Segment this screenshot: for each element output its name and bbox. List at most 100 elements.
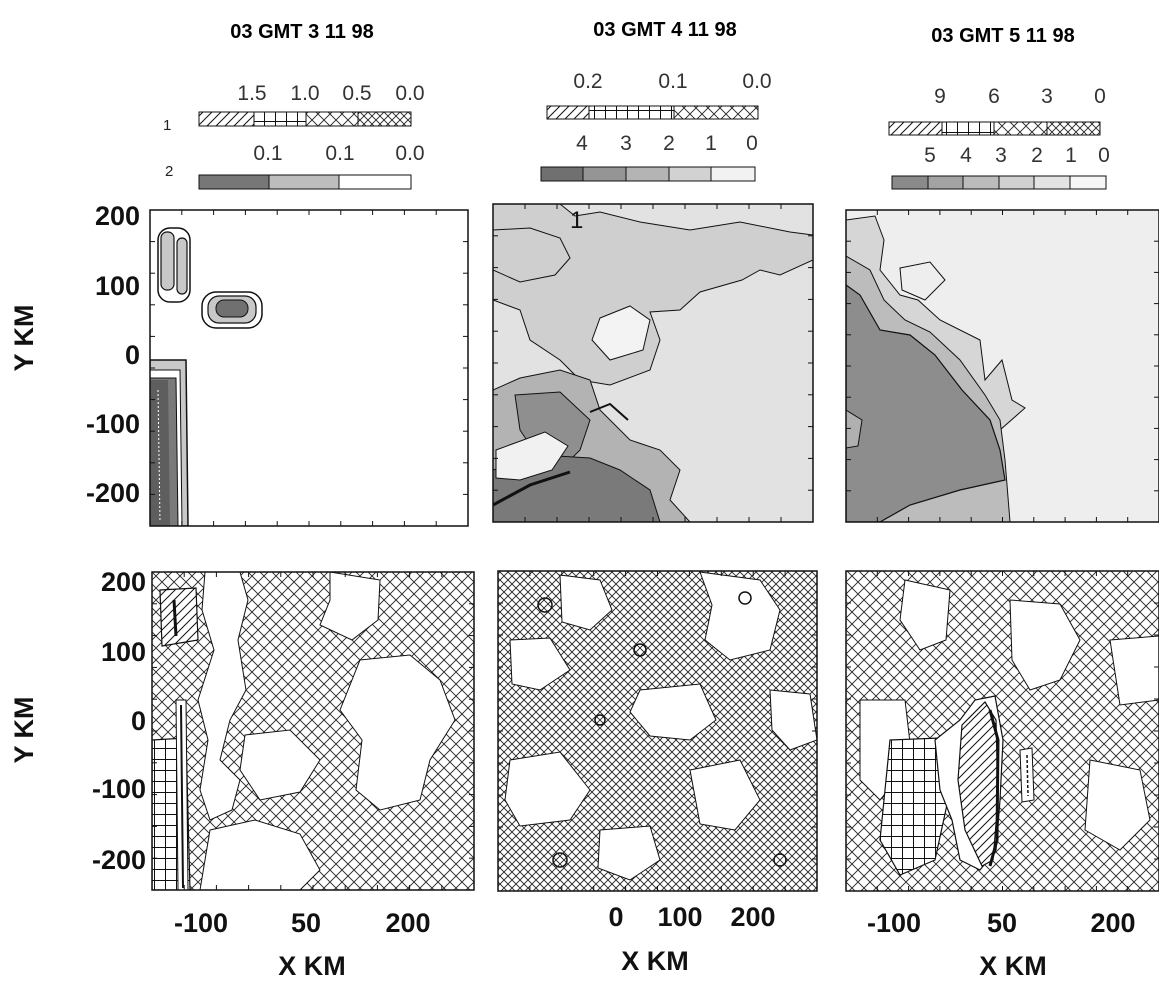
legend-value: 0.2 bbox=[573, 70, 602, 93]
legend-value: 5 bbox=[924, 144, 936, 167]
x-tick-label: 50 bbox=[291, 908, 321, 938]
legend-value: 3 bbox=[620, 132, 632, 155]
x-axis-2: 0 100 200 X KM bbox=[608, 902, 775, 976]
y-axis-bottom: 200 100 0 -100 -200 Y KM bbox=[9, 567, 146, 875]
legend-3-row2-values: 5 4 3 2 1 0 bbox=[924, 144, 1110, 167]
x-axis-label: X KM bbox=[621, 946, 689, 976]
panel-top-1 bbox=[149, 209, 469, 527]
legend-value: 2 bbox=[663, 132, 675, 155]
legend-3-row2-swatches bbox=[891, 175, 1107, 190]
y-axis-top: 200 100 0 -100 -200 Y KM bbox=[9, 201, 140, 508]
y-tick-label: 0 bbox=[125, 340, 140, 370]
y-tick-label: 100 bbox=[95, 271, 140, 301]
legend-value: 0.1 bbox=[253, 142, 282, 165]
x-tick-label: 200 bbox=[385, 908, 430, 938]
legend-1-row2-swatches bbox=[198, 174, 412, 190]
panel-bottom-1 bbox=[151, 571, 475, 891]
legend-value: 0.1 bbox=[658, 70, 687, 93]
legend-value: 0.0 bbox=[395, 142, 424, 165]
legend-3: 9 6 3 0 5 4 3 2 1 0 bbox=[888, 85, 1110, 190]
legend-value: 1.0 bbox=[290, 82, 319, 105]
legend-swatch bbox=[546, 105, 590, 120]
legend-value: 4 bbox=[576, 132, 588, 155]
legend-swatch bbox=[891, 175, 929, 190]
legend-swatch bbox=[338, 174, 412, 190]
legend-swatch bbox=[582, 166, 627, 182]
y-axis-label: Y KM bbox=[9, 696, 39, 763]
panel-bottom-2 bbox=[497, 570, 818, 892]
legend-swatch bbox=[993, 121, 1048, 136]
legend-swatch bbox=[941, 121, 995, 136]
legend-value: 0.0 bbox=[395, 82, 424, 105]
legend-1-row1-values: 1.5 1.0 0.5 0.0 bbox=[237, 82, 424, 105]
legend-row-label-2: 2 bbox=[165, 163, 173, 180]
legend-value: 0 bbox=[1098, 144, 1110, 167]
legend-value: 9 bbox=[934, 85, 946, 108]
y-tick-label: -200 bbox=[86, 478, 140, 508]
x-tick-label: -100 bbox=[867, 908, 921, 938]
legend-row-label-1: 1 bbox=[163, 117, 171, 134]
legend-2: 0.2 0.1 0.0 4 3 2 1 0 bbox=[540, 70, 772, 182]
legend-value: 1 bbox=[705, 132, 717, 155]
y-tick-label: -100 bbox=[86, 409, 140, 439]
legend-value: 1 bbox=[1065, 144, 1077, 167]
legend-2-row1-swatches bbox=[546, 105, 759, 120]
panel-bottom-3 bbox=[845, 570, 1159, 892]
legend-value: 1.5 bbox=[237, 82, 266, 105]
legend-swatch bbox=[198, 174, 270, 190]
x-tick-label: 0 bbox=[608, 902, 623, 932]
x-axis-label: X KM bbox=[979, 951, 1047, 981]
legend-swatch bbox=[673, 105, 759, 120]
legend-swatch bbox=[588, 105, 675, 120]
contour-annotation: 1 bbox=[570, 207, 583, 234]
legend-value: 2 bbox=[1031, 144, 1043, 167]
y-tick-label: 100 bbox=[101, 637, 146, 667]
legend-value: 3 bbox=[995, 144, 1007, 167]
x-tick-label: 200 bbox=[730, 902, 775, 932]
legend-swatch bbox=[305, 111, 359, 127]
y-tick-label: -200 bbox=[92, 845, 146, 875]
legend-1-row1-swatches bbox=[198, 111, 412, 127]
legend-value: 6 bbox=[988, 85, 1000, 108]
legend-1: 1.5 1.0 0.5 0.0 1 0.1 0.1 0.0 2 bbox=[163, 82, 425, 190]
y-tick-label: -100 bbox=[92, 774, 146, 804]
panel-title-2: 03 GMT 4 11 98 bbox=[593, 19, 736, 41]
legend-value: 4 bbox=[960, 144, 972, 167]
legend-swatch bbox=[357, 111, 412, 127]
legend-swatch bbox=[253, 111, 307, 127]
x-axis-1: -100 50 200 X KM bbox=[174, 908, 431, 981]
legend-swatch bbox=[888, 121, 943, 136]
x-axis-3: -100 50 200 X KM bbox=[867, 908, 1136, 981]
legend-1-row2-values: 0.1 0.1 0.0 bbox=[253, 142, 424, 165]
legend-swatch bbox=[540, 166, 584, 182]
legend-2-row2-swatches bbox=[540, 166, 756, 182]
panel-top-2 bbox=[492, 203, 814, 523]
x-tick-label: 50 bbox=[987, 908, 1017, 938]
y-axis-label: Y KM bbox=[9, 304, 39, 371]
legend-3-row1-swatches bbox=[888, 121, 1101, 136]
x-axis-label: X KM bbox=[278, 951, 346, 981]
legend-swatch bbox=[962, 175, 1000, 190]
y-tick-label: 200 bbox=[101, 567, 146, 597]
legend-swatch bbox=[998, 175, 1035, 190]
x-tick-label: -100 bbox=[174, 908, 228, 938]
legend-value: 0.1 bbox=[325, 142, 354, 165]
legend-swatch bbox=[1046, 121, 1101, 136]
legend-swatch bbox=[198, 111, 255, 127]
panel-title-1: 03 GMT 3 11 98 bbox=[230, 21, 373, 43]
x-tick-label: 100 bbox=[657, 902, 702, 932]
legend-swatch bbox=[710, 166, 756, 182]
legend-value: 0 bbox=[746, 132, 758, 155]
legend-value: 3 bbox=[1041, 85, 1053, 108]
legend-value: 0.0 bbox=[742, 70, 771, 93]
legend-swatch bbox=[927, 175, 964, 190]
tick-marks bbox=[150, 204, 1159, 891]
x-tick-label: 200 bbox=[1090, 908, 1135, 938]
y-tick-label: 0 bbox=[131, 706, 146, 736]
legend-2-row2-values: 4 3 2 1 0 bbox=[576, 132, 758, 155]
panel-title-3: 03 GMT 5 11 98 bbox=[931, 25, 1074, 47]
legend-value: 0.5 bbox=[342, 82, 371, 105]
y-tick-label: 200 bbox=[95, 201, 140, 231]
legend-swatch bbox=[268, 174, 340, 190]
